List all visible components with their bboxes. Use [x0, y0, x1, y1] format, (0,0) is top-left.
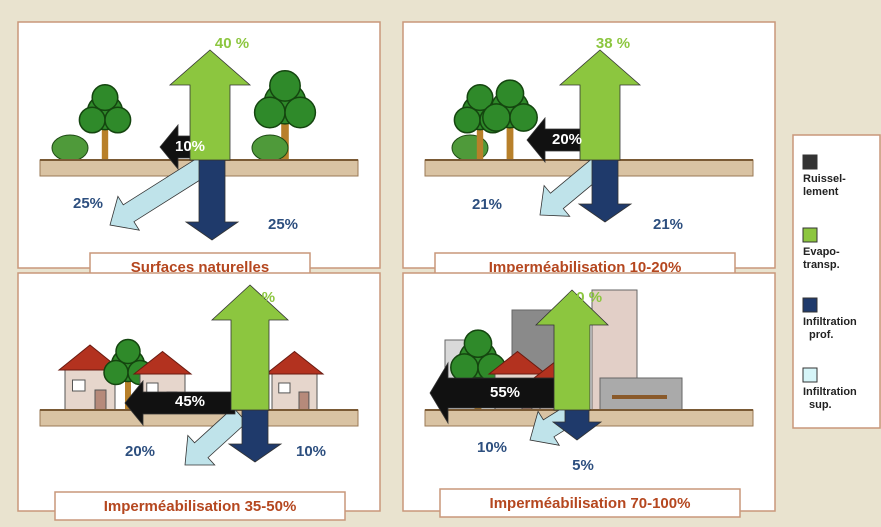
legend-label: transp. — [803, 259, 840, 271]
house-window — [73, 380, 86, 391]
house-window — [279, 383, 290, 393]
runoff-label: 45% — [175, 393, 205, 410]
infiltration-surface-label: 21% — [472, 196, 502, 213]
house-window — [147, 383, 158, 393]
tree-crown — [451, 354, 478, 381]
tree-crown — [496, 80, 523, 107]
tree-crown — [454, 107, 480, 133]
legend-label: prof. — [809, 329, 833, 341]
building-stripe — [612, 395, 667, 399]
infiltration-surface-label: 10% — [477, 439, 507, 456]
legend-label: Ruissel- — [803, 173, 846, 185]
tree-crown — [92, 85, 118, 111]
tree-crown — [464, 330, 491, 357]
bush — [52, 135, 88, 161]
infiltration-deep-label: 25% — [268, 216, 298, 233]
house-door — [299, 392, 309, 410]
runoff-label: 20% — [552, 131, 582, 148]
legend-label: Infiltration — [803, 316, 857, 328]
tree-crown — [270, 71, 300, 101]
legend-label: Infiltration — [803, 386, 857, 398]
tree-crown — [104, 361, 128, 385]
infiltration-surface-label: 20% — [125, 443, 155, 460]
tree-crown — [285, 97, 315, 127]
bush — [252, 135, 288, 161]
evapo-label: 30 % — [568, 289, 602, 306]
legend-swatch — [803, 298, 817, 312]
legend-label: Evapo- — [803, 246, 840, 258]
infiltration-deep-label: 10% — [296, 443, 326, 460]
legend-swatch — [803, 155, 817, 169]
legend-label: lement — [803, 186, 839, 198]
evapo-label: 40 % — [215, 35, 249, 52]
diagram: 40 %10%25%25%Surfaces naturelles38 %20%2… — [0, 0, 881, 527]
runoff-label: 55% — [490, 384, 520, 401]
house-door — [95, 390, 106, 410]
tree-crown — [105, 107, 131, 133]
tree-crown — [483, 104, 510, 131]
legend-label: sup. — [809, 399, 832, 411]
tree-crown — [510, 104, 537, 131]
panel-title: Imperméabilisation 35-50% — [104, 498, 297, 515]
legend-swatch — [803, 368, 817, 382]
evapo-label: 38 % — [596, 35, 630, 52]
building — [600, 378, 682, 410]
tree-crown — [116, 340, 140, 364]
infiltration-deep-label: 21% — [653, 216, 683, 233]
infiltration-deep-label: 5% — [572, 457, 594, 474]
panel-title: Imperméabilisation 70-100% — [490, 495, 691, 512]
tree-crown — [79, 107, 105, 133]
tree-crown — [255, 97, 285, 127]
evapo-label: 35 % — [241, 289, 275, 306]
runoff-label: 10% — [175, 138, 205, 155]
infiltration-surface-label: 25% — [73, 195, 103, 212]
legend-swatch — [803, 228, 817, 242]
